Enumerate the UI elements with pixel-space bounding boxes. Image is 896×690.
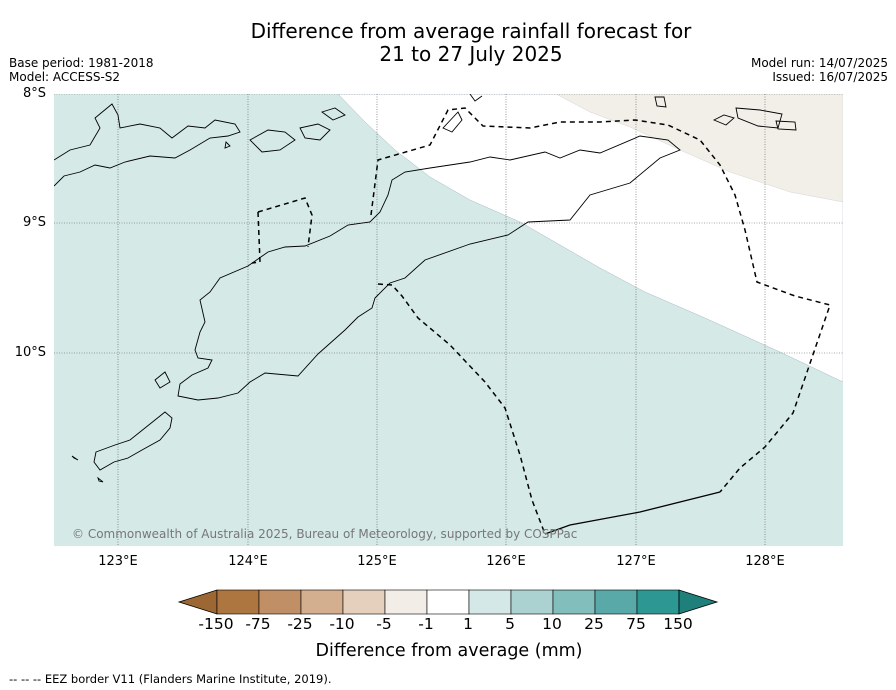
cb-label-6: 1 xyxy=(463,615,473,633)
cb-label-8: 10 xyxy=(542,615,562,633)
colorbar-bin-1 xyxy=(258,589,302,615)
model-run: Model run: 14/07/2025 xyxy=(750,56,888,70)
lat-label-10s: 10°S xyxy=(14,345,46,360)
colorbar-extend-low xyxy=(177,589,218,615)
meta-left: Base period: 1981-2018 Model: ACCESS-S2 xyxy=(9,56,154,84)
island-10 xyxy=(224,141,231,149)
cb-label-11: 150 xyxy=(663,615,693,633)
cb-label-5: -1 xyxy=(418,615,434,633)
meta-right: Model run: 14/07/2025 Issued: 16/07/2025 xyxy=(751,56,888,84)
island-1 xyxy=(249,129,296,153)
island-13 xyxy=(154,371,171,389)
colorbar-bin-2 xyxy=(300,589,344,615)
island-4 xyxy=(442,111,463,133)
lon-label-127e: 127°E xyxy=(616,554,656,569)
lon-label-126e: 126°E xyxy=(486,554,526,569)
eez-border xyxy=(251,107,831,535)
lon-label-125e: 125°E xyxy=(357,554,397,569)
cb-label-7: 5 xyxy=(505,615,515,633)
cb-label-1: -75 xyxy=(245,615,271,633)
title-line-2: 21 to 27 July 2025 xyxy=(379,42,563,66)
lon-label-124e: 124°E xyxy=(228,554,268,569)
timor-coastline xyxy=(177,135,681,401)
colorbar-bin-4 xyxy=(384,589,428,615)
island-6 xyxy=(654,96,667,108)
northern-islands-coastline xyxy=(54,103,241,187)
island-8 xyxy=(712,114,735,126)
colorbar-bin-7 xyxy=(510,589,554,615)
model-name: Model: ACCESS-S2 xyxy=(9,70,121,84)
colorbar-bin-0 xyxy=(216,589,260,615)
colorbar-bin-8 xyxy=(552,589,596,615)
cb-label-10: 75 xyxy=(626,615,646,633)
cb-label-0: -150 xyxy=(198,615,234,633)
lon-label-128e: 128°E xyxy=(745,554,785,569)
lon-label-123e: 123°E xyxy=(98,554,138,569)
colorbar-bin-6 xyxy=(468,589,512,615)
island-3 xyxy=(321,107,346,121)
cb-label-3: -10 xyxy=(329,615,355,633)
island-11 xyxy=(71,455,79,461)
cb-label-2: -25 xyxy=(287,615,313,633)
island-2 xyxy=(299,123,331,141)
colorbar-bin-9 xyxy=(594,589,638,615)
base-period: Base period: 1981-2018 xyxy=(9,56,154,70)
coastlines xyxy=(54,94,797,483)
eez-legend-note: -- -- -- EEZ border V11 (Flanders Marine… xyxy=(9,672,332,686)
gridlines xyxy=(54,94,843,546)
southern-islands-coastline xyxy=(93,411,173,471)
issued-date: Issued: 16/07/2025 xyxy=(772,70,888,84)
colorbar-bin-3 xyxy=(342,589,386,615)
cb-label-9: 25 xyxy=(584,615,604,633)
title-line-1: Difference from average rainfall forecas… xyxy=(250,19,692,43)
island-5 xyxy=(469,94,483,102)
lat-label-9s: 9°S xyxy=(22,215,46,230)
island-9 xyxy=(775,120,797,131)
colorbar-extend-high xyxy=(678,589,719,615)
copyright-notice: © Commonwealth of Australia 2025, Bureau… xyxy=(72,527,578,541)
colorbar-bin-10 xyxy=(636,589,680,615)
chart-title: Difference from average rainfall forecas… xyxy=(0,20,896,66)
colorbar-bin-5 xyxy=(426,589,470,615)
cb-label-4: -5 xyxy=(376,615,392,633)
colorbar-title: Difference from average (mm) xyxy=(315,641,583,661)
island-12 xyxy=(97,476,104,483)
lat-label-8s: 8°S xyxy=(22,86,46,101)
